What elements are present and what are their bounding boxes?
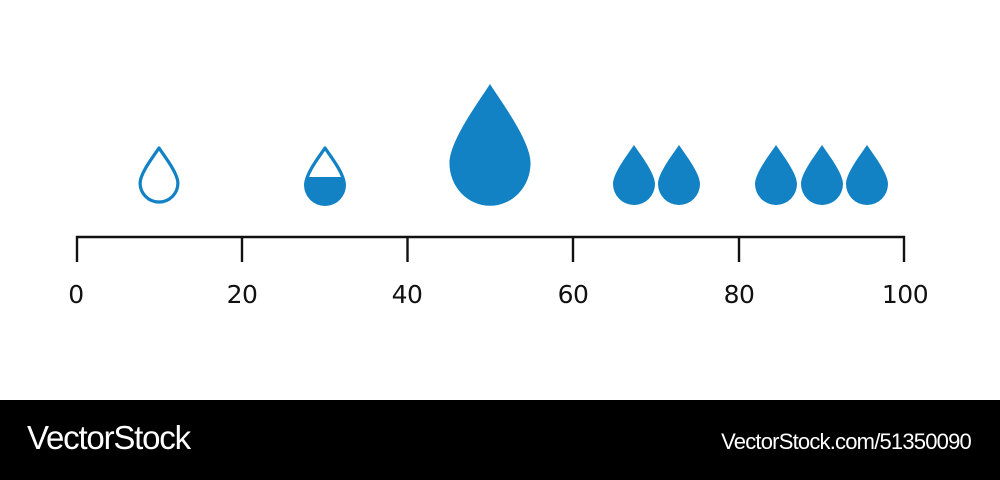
drop-half-filled-icon <box>304 146 346 206</box>
tick-label-40: 40 <box>391 280 423 309</box>
drop-outline-icon <box>138 146 180 204</box>
drop-filled-icon <box>755 145 797 205</box>
brand-logo-text: VectorStock <box>27 419 191 456</box>
drop-filled-icon <box>846 145 888 205</box>
drops-triple-icon <box>755 145 888 205</box>
drops-double-icon <box>613 145 700 205</box>
scale-axis <box>75 235 906 262</box>
tick-label-60: 60 <box>557 280 589 309</box>
tick-label-20: 20 <box>226 280 258 309</box>
drop-filled-icon <box>613 145 655 205</box>
tick-label-100: 100 <box>881 280 929 309</box>
watermark-footer: VectorStock VectorStock.com/51350090 <box>0 400 1000 480</box>
image-id-url: VectorStock.com/51350090 <box>721 429 972 454</box>
drop-filled-icon <box>801 145 843 205</box>
drop-large-filled-icon <box>449 84 531 206</box>
tick-label-80: 80 <box>723 280 755 309</box>
humidity-scale-diagram: 0 20 40 60 80 100 <box>68 84 929 309</box>
drop-filled-icon <box>658 145 700 205</box>
tick-label-0: 0 <box>68 280 84 309</box>
